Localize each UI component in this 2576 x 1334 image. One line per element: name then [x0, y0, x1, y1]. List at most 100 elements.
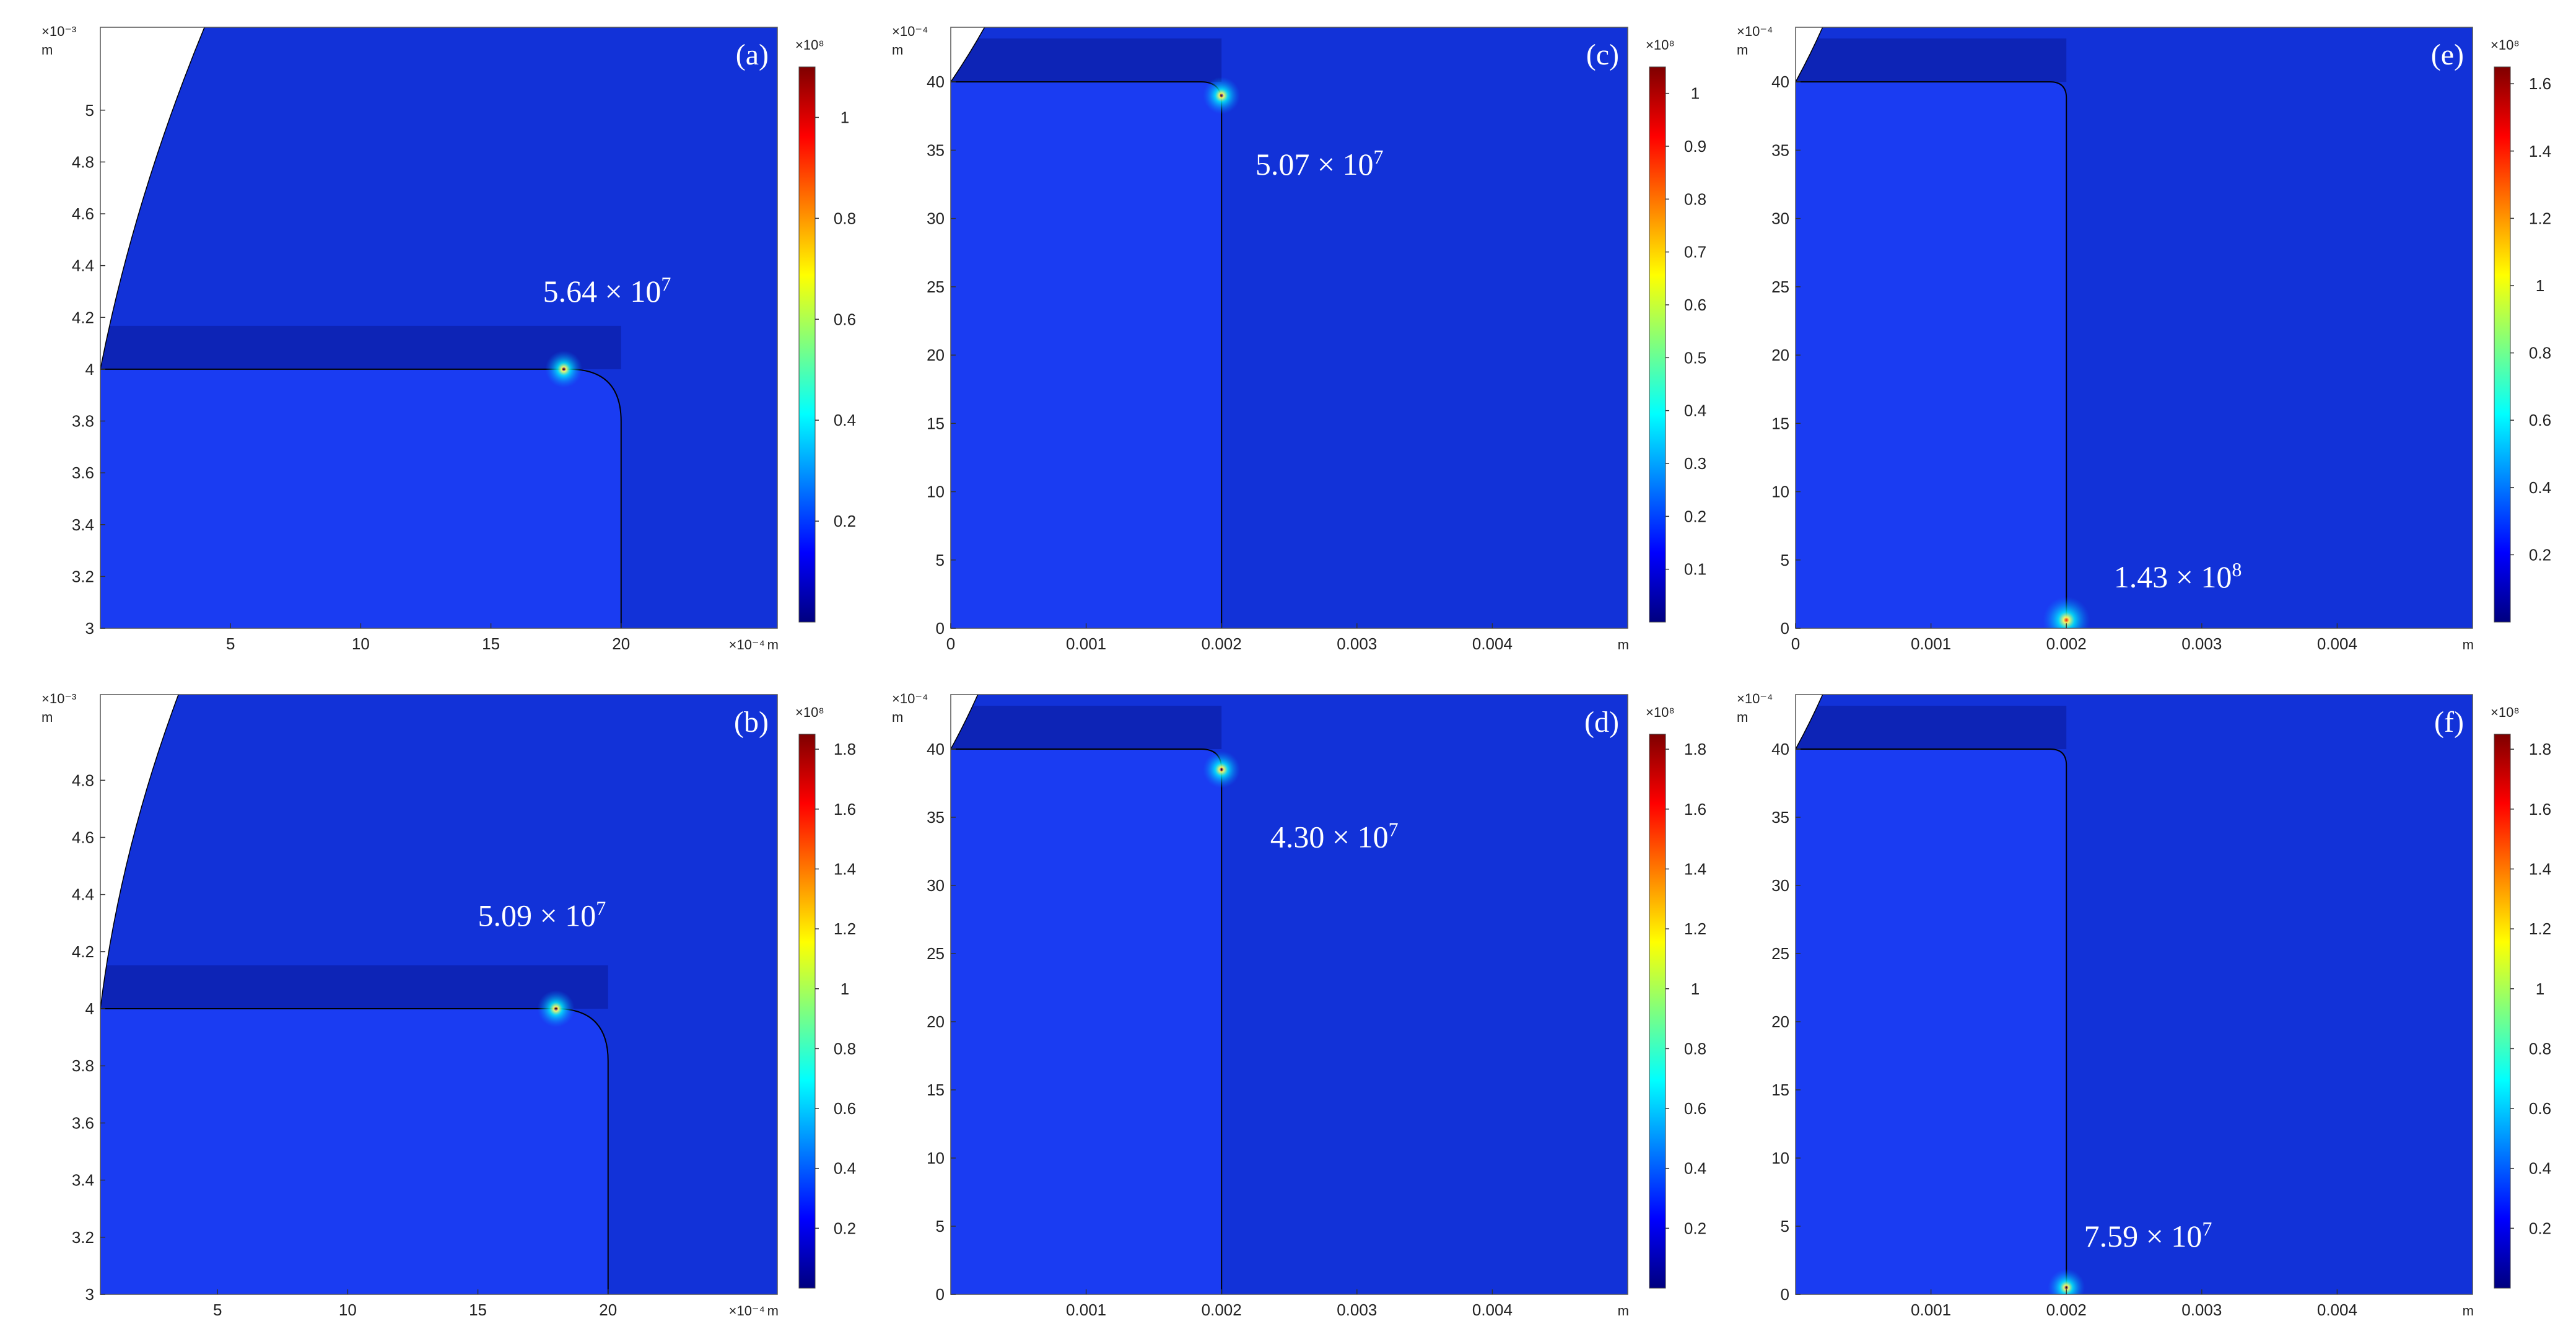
- y-tick-label: 25: [927, 944, 945, 963]
- peak-exponent: 7: [661, 273, 671, 295]
- colorbar-tick-label: 1.4: [2529, 142, 2551, 160]
- colorbar-exponent: ×10⁸: [2491, 704, 2520, 720]
- x-tick-label: 0.003: [2181, 1301, 2222, 1319]
- y-tick-label: 5: [936, 551, 945, 569]
- y-tick-label: 10: [927, 483, 945, 501]
- peak-value-label: 7.59 × 107: [2084, 1218, 2212, 1253]
- x-tick-label: 0.004: [1472, 1301, 1513, 1319]
- y-tick-label: 0: [1781, 619, 1789, 638]
- colorbar-tick-label: 0.4: [1684, 1159, 1706, 1178]
- y-tick-label: 15: [1771, 414, 1789, 432]
- colorbar-tick-label: 0.6: [1684, 296, 1706, 314]
- peak-exponent: 7: [1374, 146, 1384, 168]
- colorbar-tick-label: 0.2: [1684, 507, 1706, 525]
- field-map: [951, 27, 1628, 628]
- y-tick-label: 10: [1771, 483, 1789, 501]
- colorbar-tick-label: 0.8: [834, 1039, 856, 1058]
- colorbar-tick-label: 0.6: [834, 1099, 856, 1118]
- colorbar-tick-label: 1: [840, 108, 849, 126]
- colorbar: 0.2 0.4 0.6 0.8 1 ×10⁸: [795, 37, 856, 623]
- y-tick-label: 5: [85, 101, 94, 120]
- colorbar: 0.2 0.4 0.6 0.8 1 1.2 1.4 1.6 1.8 ×10⁸: [2491, 704, 2551, 1289]
- void-boundary: [951, 695, 979, 750]
- colorbar-tick-label: 0.6: [834, 310, 856, 328]
- y-tick-label: 35: [927, 141, 945, 159]
- y-tick-label: 3.6: [72, 1113, 94, 1132]
- void-region: [951, 27, 985, 82]
- colorbar-tick-label: 1: [1691, 980, 1700, 998]
- y-tick-label: 30: [927, 209, 945, 228]
- panel-a: 5 10 15 20 3 3.2 3.4 3.6 3.8 4 4.2 4.4 4.6 4.8 5 ×10⁻³ m…: [41, 24, 856, 653]
- colorbar-gradient: [798, 734, 816, 1289]
- y-tick-label: 20: [927, 346, 945, 364]
- plot-frame: [100, 694, 778, 1295]
- colorbar-tick-label: 0.8: [2529, 344, 2551, 362]
- interface-shadow: [951, 706, 1222, 749]
- colorbar-tick-label: 0.4: [1684, 402, 1706, 420]
- panel-b: 5 10 15 2033.23.43.63.844.24.44.64.8×10⁻³m×…: [41, 691, 856, 1319]
- y-tick-label: 40: [927, 740, 945, 758]
- y-tick-label: 40: [927, 72, 945, 91]
- peak-exponent: 8: [2232, 558, 2242, 581]
- x-axis-unit: m: [1618, 637, 1629, 652]
- y-tick-label: 3: [85, 619, 94, 638]
- boundary-line: [1796, 81, 2067, 628]
- y-tick-label: 5: [936, 1217, 945, 1235]
- x-tick-label: 20: [612, 634, 630, 653]
- y-tick-label: 3.2: [72, 567, 94, 586]
- x-axis-unit: m: [2463, 1303, 2474, 1319]
- y-tick-label: 25: [1771, 278, 1789, 296]
- y-tick-label: 10: [1771, 1149, 1789, 1167]
- y-tick-label: 3.4: [72, 516, 94, 534]
- y-tick-label: 4.8: [72, 152, 94, 171]
- y-axis-unit: m: [1737, 42, 1748, 58]
- y-axis-exponent: ×10⁻⁴: [1737, 691, 1773, 706]
- colorbar-tick-label: 1.8: [2529, 740, 2551, 758]
- y-axis-exponent: ×10⁻⁴: [892, 691, 928, 706]
- colorbar-tick-label: 1: [2536, 980, 2544, 998]
- void-boundary: [1796, 27, 1823, 82]
- colorbar-tick-label: 1.2: [2529, 919, 2551, 938]
- colorbar: 0.1 0.2 0.3 0.4 0.5 0.6 0.7 0.8 0.9 1 ×10⁸: [1646, 37, 1706, 623]
- peak-value-label: 1.43 × 108: [2114, 558, 2242, 594]
- colorbar: 0.2 0.4 0.6 0.8 1 1.2 1.4 1.6 1.8 ×10⁸: [1646, 704, 1706, 1289]
- panel-d: 0.001 0.002 0.003 0.004 0 5 10 15 20 25 30 35 40 ×10⁻…: [892, 691, 1706, 1319]
- x-tick-label: 10: [339, 1301, 357, 1319]
- y-axis-exponent: ×10⁻³: [41, 691, 76, 706]
- x-tick-label: 0.004: [2317, 634, 2357, 653]
- colorbar-tick-label: 1.2: [834, 919, 856, 938]
- y-tick-label: 3.4: [72, 1171, 94, 1190]
- peak-exponent: 7: [596, 897, 606, 919]
- colorbar-tick-label: 1: [1691, 84, 1700, 103]
- colorbar-gradient: [2494, 734, 2511, 1289]
- panel-label: (e): [2431, 38, 2464, 71]
- colorbar-tick-label: 0.4: [2529, 1159, 2551, 1178]
- colorbar-tick-label: 1.6: [2529, 74, 2551, 93]
- x-tick-label: 5: [226, 634, 235, 653]
- colorbar-tick-label: 1: [2536, 276, 2544, 295]
- peak-value-label: 5.64 × 107: [543, 273, 671, 309]
- field-map: [951, 695, 1628, 1294]
- colorbar-gradient: [798, 66, 816, 623]
- y-axis-unit: m: [892, 42, 903, 58]
- colorbar: 0.2 0.4 0.6 0.8 1 1.2 1.4 1.6 1.8 ×10⁸: [795, 704, 856, 1289]
- colorbar-tick-label: 0.3: [1684, 454, 1706, 473]
- colorbar-tick-label: 1.6: [834, 800, 856, 818]
- y-tick-label: 3.2: [72, 1228, 94, 1247]
- colorbar-tick-label: 0.8: [1684, 1039, 1706, 1058]
- x-tick-label: 0.002: [2046, 1301, 2087, 1319]
- peak-value-label: 5.07 × 107: [1255, 146, 1384, 182]
- colorbar-tick-label: 1.6: [1684, 800, 1706, 818]
- x-tick-label: 20: [599, 1301, 617, 1319]
- x-tick-label: 0.002: [2046, 634, 2087, 653]
- y-tick-label: 5: [1781, 551, 1789, 569]
- x-tick-label: 15: [469, 1301, 487, 1319]
- colorbar-tick-label: 1.4: [2529, 859, 2551, 878]
- solid-region: [100, 1009, 608, 1294]
- panel-label: (b): [734, 706, 769, 739]
- x-axis-unit: m: [1618, 1303, 1629, 1319]
- void-boundary: [100, 27, 205, 370]
- y-tick-label: 3: [85, 1285, 94, 1304]
- colorbar-exponent: ×10⁸: [1646, 37, 1675, 53]
- y-tick-label: 30: [1771, 876, 1789, 895]
